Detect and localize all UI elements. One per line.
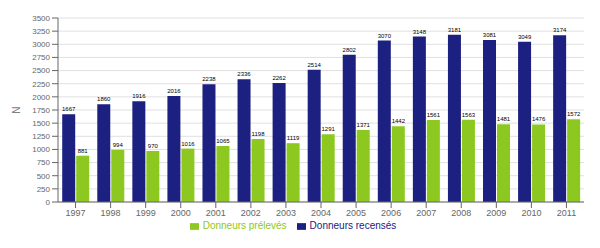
svg-text:2003: 2003 — [276, 208, 296, 218]
svg-text:1572: 1572 — [567, 111, 581, 117]
svg-text:1119: 1119 — [287, 135, 300, 141]
svg-text:1750: 1750 — [32, 106, 50, 115]
svg-text:250: 250 — [37, 185, 51, 194]
svg-text:3174: 3174 — [553, 27, 567, 33]
svg-text:3181: 3181 — [448, 27, 462, 33]
svg-text:2009: 2009 — [486, 208, 506, 218]
svg-text:3070: 3070 — [378, 33, 392, 39]
svg-text:2001: 2001 — [206, 208, 226, 218]
svg-text:970: 970 — [148, 143, 159, 149]
svg-text:3000: 3000 — [32, 40, 50, 49]
svg-text:1250: 1250 — [32, 132, 50, 141]
svg-text:2000: 2000 — [32, 93, 50, 102]
svg-text:2006: 2006 — [381, 208, 401, 218]
svg-text:1291: 1291 — [321, 126, 335, 132]
svg-text:2005: 2005 — [346, 208, 366, 218]
svg-text:1442: 1442 — [392, 118, 406, 124]
svg-text:2750: 2750 — [32, 53, 50, 62]
svg-text:1998: 1998 — [101, 208, 121, 218]
svg-text:2004: 2004 — [311, 208, 331, 218]
svg-text:2011: 2011 — [557, 208, 576, 218]
svg-text:1997: 1997 — [66, 208, 86, 218]
svg-text:0: 0 — [46, 198, 51, 207]
svg-text:1000: 1000 — [32, 145, 50, 154]
svg-text:2002: 2002 — [241, 208, 261, 218]
html-text:Donneurs recensés: Donneurs recensés — [309, 220, 397, 231]
svg-text:2238: 2238 — [202, 76, 216, 82]
svg-text:2262: 2262 — [272, 75, 286, 81]
svg-text:3081: 3081 — [483, 32, 497, 38]
svg-text:3148: 3148 — [413, 29, 427, 35]
svg-text:1500: 1500 — [32, 119, 50, 128]
html-text:Donneurs prélevés: Donneurs prélevés — [202, 220, 287, 231]
svg-text:1561: 1561 — [427, 112, 441, 118]
svg-text:1476: 1476 — [532, 116, 546, 122]
svg-text:1860: 1860 — [97, 96, 111, 102]
svg-text:2336: 2336 — [237, 71, 251, 77]
svg-text:2008: 2008 — [451, 208, 471, 218]
svg-text:881: 881 — [78, 148, 89, 154]
svg-text:2514: 2514 — [307, 62, 321, 68]
svg-text:750: 750 — [37, 158, 51, 167]
svg-text:1563: 1563 — [462, 112, 476, 118]
svg-text:3500: 3500 — [32, 14, 50, 23]
svg-text:2000: 2000 — [171, 208, 191, 218]
svg-text:1999: 1999 — [136, 208, 156, 218]
svg-text:3049: 3049 — [518, 34, 532, 40]
svg-text:1065: 1065 — [216, 138, 230, 144]
svg-text:2016: 2016 — [167, 88, 181, 94]
svg-text:2500: 2500 — [32, 66, 50, 75]
svg-text:1481: 1481 — [497, 116, 511, 122]
svg-text:2007: 2007 — [416, 208, 436, 218]
svg-text:1198: 1198 — [252, 131, 266, 137]
svg-text:1371: 1371 — [357, 122, 371, 128]
svg-text:3250: 3250 — [32, 27, 50, 36]
svg-text:1667: 1667 — [62, 106, 76, 112]
svg-text:2250: 2250 — [32, 80, 50, 89]
svg-text:N: N — [11, 106, 22, 113]
svg-text:994: 994 — [113, 142, 124, 148]
svg-text:2010: 2010 — [521, 208, 541, 218]
svg-text:500: 500 — [37, 172, 51, 181]
svg-text:1916: 1916 — [132, 93, 146, 99]
svg-text:1016: 1016 — [181, 141, 195, 147]
svg-text:2802: 2802 — [343, 47, 357, 53]
